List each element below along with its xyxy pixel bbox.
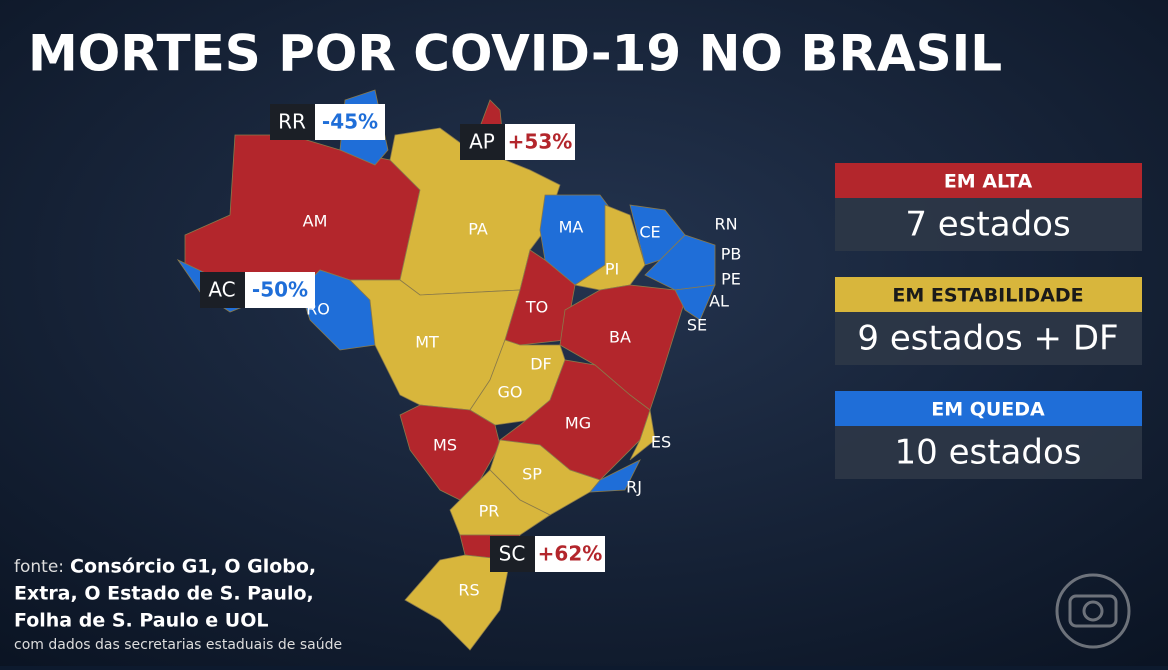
state-label: PI xyxy=(605,260,619,279)
legend-heading: EM ESTABILIDADE xyxy=(892,285,1083,307)
legend-count-box xyxy=(835,426,1142,479)
callout-state-box xyxy=(490,536,535,572)
state-label: TO xyxy=(525,298,548,317)
state-label: PR xyxy=(479,502,500,521)
legend-header-box xyxy=(835,163,1142,198)
callout-change-box xyxy=(535,536,605,572)
legend-heading: EM QUEDA xyxy=(931,399,1045,421)
source-line: Extra, O Estado de S. Paulo, xyxy=(14,583,314,605)
callout-state: AP xyxy=(469,130,495,154)
callout-change: -45% xyxy=(322,110,378,134)
source-line: Consórcio G1, O Globo, xyxy=(70,556,316,578)
state-label: RS xyxy=(458,581,479,600)
state-label: AM xyxy=(303,212,328,231)
state-label: RN xyxy=(714,215,737,234)
legend-count: 10 estados xyxy=(895,433,1082,473)
callout-state: AC xyxy=(208,278,235,302)
state-label: PA xyxy=(468,220,488,239)
state-label: MA xyxy=(559,218,584,237)
callout-state-box xyxy=(460,124,505,160)
source-label: fonte: xyxy=(14,557,64,577)
state-label: MS xyxy=(433,436,457,455)
legend-count-box xyxy=(835,198,1142,251)
legend-count-box xyxy=(835,312,1142,365)
callout-change: +62% xyxy=(538,542,603,566)
state-label: SP xyxy=(522,465,542,484)
state-label: MT xyxy=(415,333,439,352)
state-label: GO xyxy=(498,383,523,402)
state-label: PB xyxy=(721,245,742,264)
state-label: MG xyxy=(565,414,591,433)
legend-heading: EM ALTA xyxy=(944,171,1033,193)
globo-logo xyxy=(1055,573,1131,649)
callout-change-box xyxy=(505,124,575,160)
callout-state: SC xyxy=(499,542,526,566)
state-label: ES xyxy=(651,433,671,452)
title: MORTES POR COVID-19 NO BRASIL xyxy=(28,25,1002,83)
source-note: com dados das secretarias estaduais de s… xyxy=(14,637,342,653)
callout-state: RR xyxy=(278,110,306,134)
state-label: SE xyxy=(687,316,707,335)
state-label: DF xyxy=(530,355,552,374)
callout-state-box xyxy=(200,272,245,308)
callout-change-box xyxy=(245,272,315,308)
state-label: BA xyxy=(609,328,631,347)
callout-change: +53% xyxy=(508,130,573,154)
state-label: PE xyxy=(721,270,741,289)
state-label: CE xyxy=(639,223,660,242)
callout-state-box xyxy=(270,104,315,140)
state-label: RJ xyxy=(626,478,642,497)
callout-change: -50% xyxy=(252,278,308,302)
legend-count: 9 estados + DF xyxy=(857,319,1118,359)
legend-count: 7 estados xyxy=(905,205,1070,245)
legend-header-box xyxy=(835,277,1142,312)
legend-header-box xyxy=(835,391,1142,426)
state-label: AL xyxy=(709,292,729,311)
callout-change-box xyxy=(315,104,385,140)
source-line: Folha de S. Paulo e UOL xyxy=(14,610,269,632)
